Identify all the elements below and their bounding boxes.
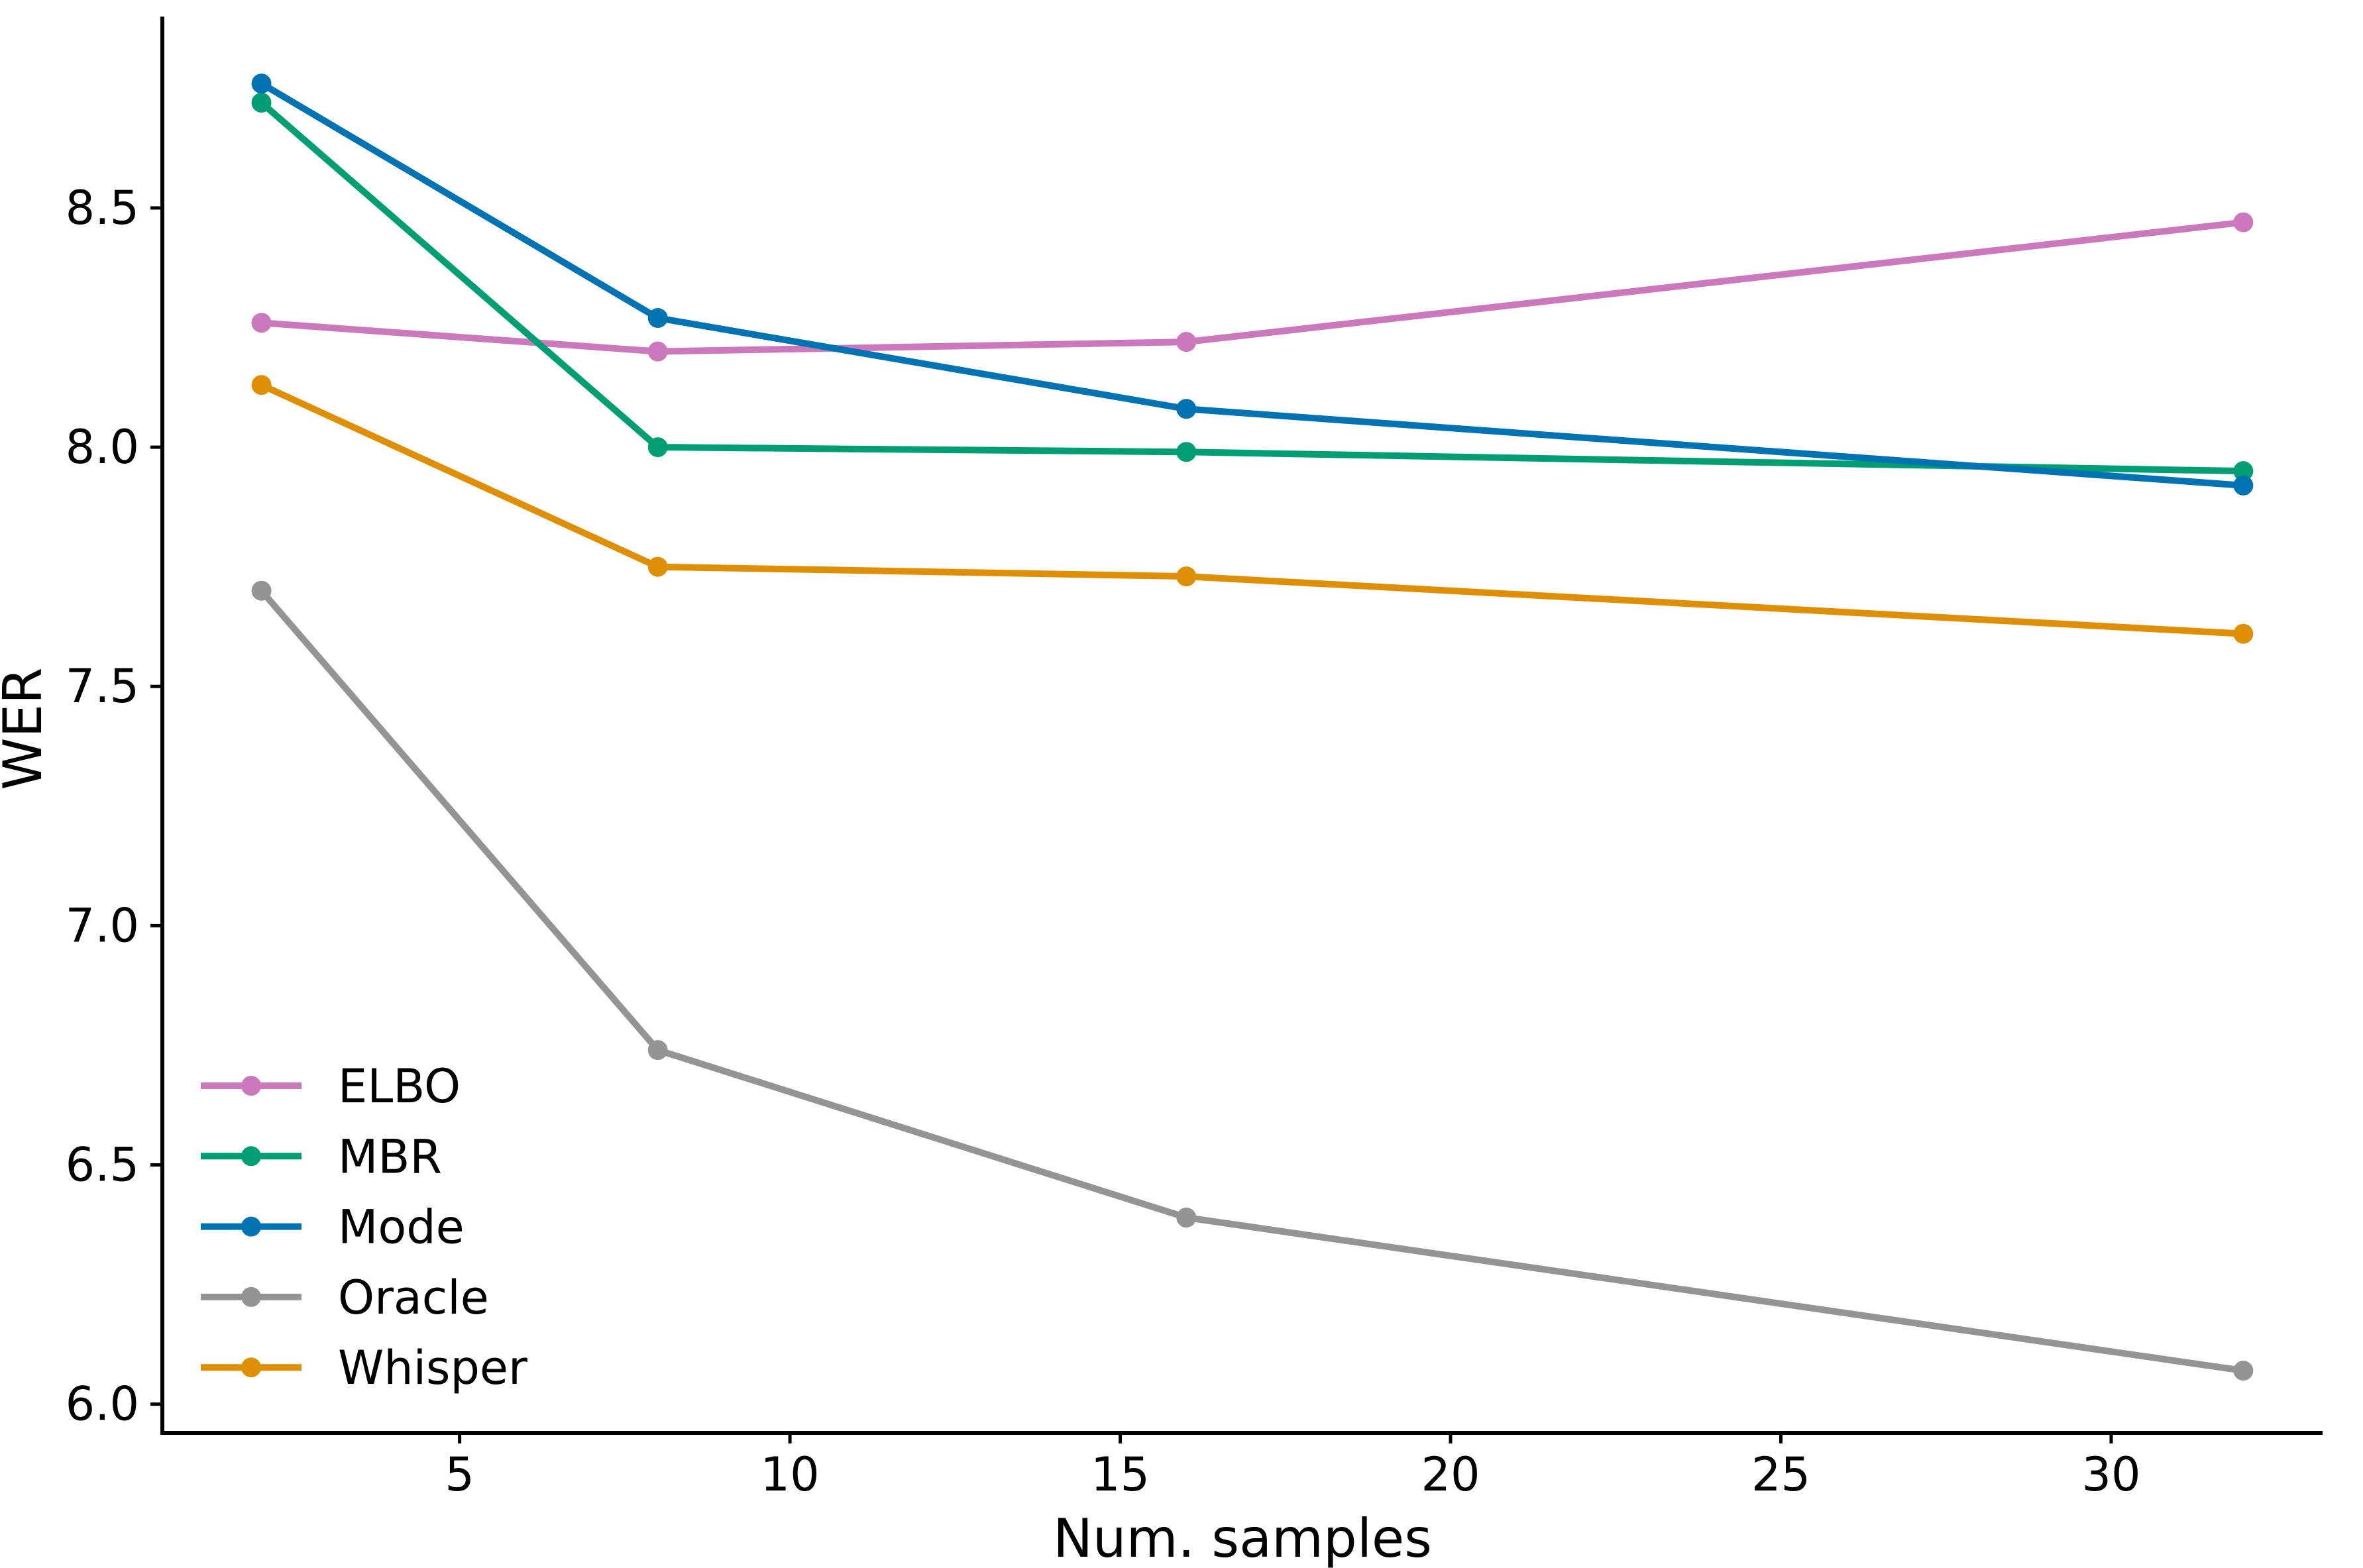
legend-item-mode: Mode — [201, 1200, 465, 1255]
legend-item-whisper: Whisper — [201, 1341, 527, 1395]
data-point-whisper-x16 — [1176, 566, 1197, 587]
y-tick-label: 8.5 — [66, 181, 139, 235]
data-series — [251, 74, 2254, 1381]
data-point-mbr-x2 — [251, 93, 272, 113]
data-point-mode-x16 — [1176, 399, 1197, 419]
x-axis-ticks: 5 10 15 20 25 30 — [445, 1433, 2141, 1502]
legend-label: MBR — [338, 1129, 442, 1184]
legend-item-mbr: MBR — [201, 1129, 442, 1184]
data-point-elbo-x2 — [251, 313, 272, 333]
series-line-elbo — [258, 219, 2247, 355]
data-point-elbo-x16 — [1176, 332, 1197, 352]
legend-item-elbo: ELBO — [201, 1059, 461, 1114]
legend-label: Mode — [338, 1200, 465, 1255]
data-point-whisper-x8 — [647, 556, 668, 577]
data-point-mode-x2 — [251, 74, 272, 94]
legend-item-oracle: Oracle — [201, 1271, 489, 1325]
y-tick-label: 6.0 — [66, 1377, 139, 1432]
series-line-mode — [258, 80, 2247, 489]
y-tick-label: 7.0 — [66, 898, 139, 953]
data-point-oracle-x16 — [1176, 1207, 1197, 1228]
legend-marker-icon — [241, 1286, 261, 1307]
series-line-oracle — [258, 587, 2247, 1375]
legend-marker-icon — [241, 1076, 261, 1096]
x-axis-label: Num. samples — [1053, 1508, 1432, 1568]
y-tick-label: 8.0 — [66, 420, 139, 474]
x-tick-label: 25 — [1751, 1447, 1810, 1502]
data-point-oracle-x32 — [2233, 1361, 2254, 1381]
data-point-mbr-x16 — [1176, 442, 1197, 462]
legend-marker-icon — [241, 1357, 261, 1378]
legend-marker-icon — [241, 1146, 261, 1167]
x-tick-label: 20 — [1421, 1447, 1480, 1502]
x-tick-label: 5 — [445, 1447, 474, 1502]
x-tick-label: 30 — [2081, 1447, 2140, 1502]
legend-label: Oracle — [338, 1271, 489, 1325]
y-tick-label: 7.5 — [66, 659, 139, 713]
data-point-whisper-x2 — [251, 375, 272, 395]
data-point-oracle-x2 — [251, 580, 272, 601]
data-point-elbo-x8 — [647, 341, 668, 362]
data-point-mbr-x32 — [2233, 461, 2254, 482]
legend-marker-icon — [241, 1216, 261, 1237]
data-point-mbr-x8 — [647, 437, 668, 458]
y-axis-label: WER — [0, 667, 54, 790]
series-line-mbr — [258, 99, 2247, 475]
data-point-mode-x8 — [647, 308, 668, 329]
legend-label: ELBO — [338, 1059, 461, 1114]
y-tick-label: 6.5 — [66, 1138, 139, 1192]
legend-label: Whisper — [338, 1341, 527, 1395]
x-tick-label: 10 — [761, 1447, 820, 1502]
data-point-oracle-x8 — [647, 1040, 668, 1061]
y-axis-ticks: 6.0 6.5 7.0 7.5 8.0 8.5 — [66, 181, 161, 1432]
legend: ELBO MBR Mode Oracle Whisper — [201, 1059, 527, 1395]
data-point-whisper-x32 — [2233, 623, 2254, 644]
data-point-mode-x32 — [2233, 475, 2254, 496]
x-tick-label: 15 — [1091, 1447, 1150, 1502]
series-line-whisper — [258, 382, 2247, 637]
data-point-elbo-x32 — [2233, 212, 2254, 233]
